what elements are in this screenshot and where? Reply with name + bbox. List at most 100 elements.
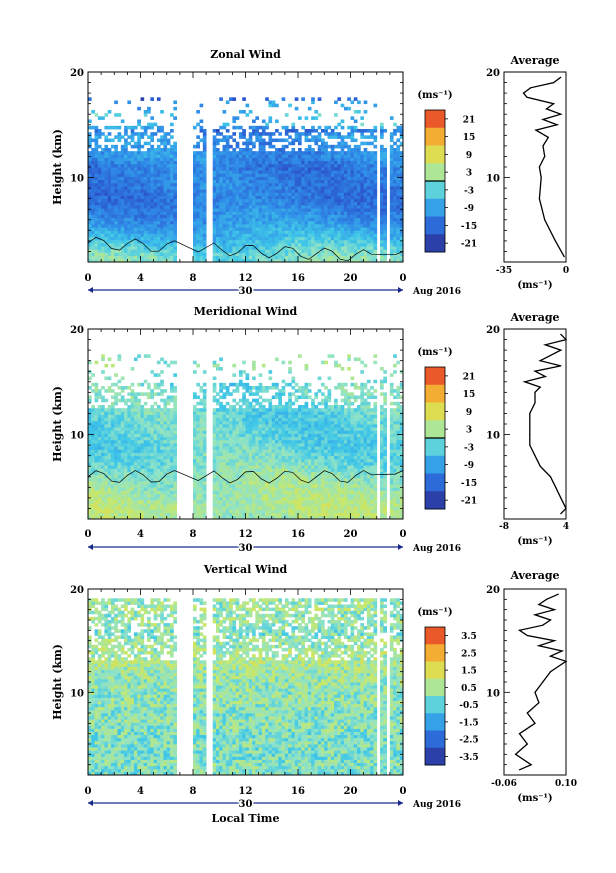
heatmap-cell: [324, 224, 328, 228]
heatmap-cell: [143, 132, 148, 136]
heatmap-cell: [114, 224, 118, 228]
heatmap-cell: [120, 233, 125, 238]
heatmap-cell: [170, 157, 174, 162]
heatmap-cell: [370, 201, 374, 206]
heatmap-cell: [219, 176, 223, 181]
heatmap-cell: [163, 255, 168, 260]
heatmap-cell: [150, 370, 155, 374]
heatmap-cell: [94, 458, 99, 463]
heatmap-cell: [235, 186, 240, 190]
heatmap-cell: [88, 503, 92, 507]
heatmap-cell: [160, 233, 164, 238]
heatmap-cell: [120, 236, 125, 241]
heatmap-cell: [350, 217, 355, 222]
heatmap-cell: [150, 258, 155, 263]
heatmap-cell: [199, 239, 204, 244]
heatmap-cell: [248, 189, 253, 193]
heatmap-cell: [147, 151, 151, 155]
heatmap-cell: [143, 205, 148, 209]
heatmap-cell: [97, 484, 102, 488]
heatmap-cell: [265, 192, 269, 196]
heatmap-cell: [258, 220, 263, 225]
heatmap-cell: [202, 512, 207, 517]
heatmap-cell: [137, 420, 141, 425]
heatmap-cell: [307, 176, 312, 181]
heatmap-cell: [117, 243, 122, 247]
heatmap-cell: [281, 160, 286, 165]
heatmap-cell: [124, 503, 128, 507]
heatmap-cell: [150, 195, 155, 200]
heatmap-cell: [91, 481, 95, 485]
heatmap-cell: [140, 208, 145, 212]
heatmap-cell: [133, 477, 138, 482]
heatmap-cell: [133, 484, 138, 488]
heatmap-cell: [245, 186, 250, 190]
heatmap-cell: [104, 443, 109, 447]
heatmap-cell: [350, 163, 355, 168]
heatmap-cell: [193, 484, 197, 488]
heatmap-cell: [317, 163, 322, 168]
heatmap-cell: [307, 179, 312, 184]
heatmap-cell: [311, 220, 315, 225]
heatmap-cell: [284, 211, 289, 215]
heatmap-cell: [143, 201, 148, 206]
heatmap-cell: [320, 243, 325, 247]
heatmap-cell: [110, 157, 115, 162]
heatmap-cell: [137, 477, 141, 482]
heatmap-cell: [357, 211, 361, 215]
heatmap-cell: [307, 224, 312, 228]
heatmap-cell: [140, 230, 145, 234]
heatmap-cell: [281, 220, 286, 225]
heatmap-cell: [163, 424, 168, 428]
heatmap-cell: [153, 408, 158, 412]
heatmap-cell: [248, 132, 253, 136]
heatmap-cell: [88, 360, 92, 365]
heatmap-cell: [370, 135, 374, 139]
heatmap-cell: [173, 249, 177, 253]
heatmap-cell: [235, 176, 240, 181]
heatmap-cell: [160, 179, 164, 184]
heatmap-cell: [153, 148, 158, 152]
heatmap-cell: [311, 233, 315, 238]
heatmap-cell: [298, 243, 302, 247]
heatmap-cell: [137, 484, 141, 488]
heatmap-cell: [238, 135, 243, 139]
heatmap-cell: [219, 205, 223, 209]
heatmap-cell: [107, 160, 112, 165]
heatmap-cell: [101, 506, 105, 510]
heatmap-cell: [258, 246, 263, 250]
heatmap-cell: [114, 452, 118, 457]
heatmap-cell: [370, 224, 374, 228]
heatmap-cell: [347, 186, 351, 190]
heatmap-cell: [94, 217, 99, 222]
heatmap-cell: [255, 224, 260, 228]
heatmap-cell: [143, 151, 148, 155]
heatmap-cell: [268, 170, 273, 174]
heatmap-cell: [219, 195, 223, 200]
heatmap-cell: [130, 246, 135, 250]
heatmap-cell: [147, 230, 151, 234]
heatmap-cell: [373, 198, 378, 203]
heatmap-cell: [127, 157, 132, 162]
heatmap-cell: [163, 436, 168, 441]
heatmap-cell: [166, 138, 171, 143]
heatmap-cell: [350, 138, 355, 143]
heatmap-cell: [124, 452, 128, 457]
date-bar-arrow-left: [88, 287, 93, 293]
heatmap-cell: [101, 370, 105, 374]
heatmap-cell: [153, 430, 158, 434]
heatmap-cell: [389, 157, 394, 162]
heatmap-cell: [393, 239, 397, 244]
heatmap-cell: [170, 439, 174, 444]
heatmap-cell: [120, 157, 125, 162]
heatmap-cell: [370, 258, 374, 263]
heatmap-cell: [383, 154, 387, 158]
heatmap-cell: [337, 246, 342, 250]
heatmap-cell: [281, 230, 286, 234]
heatmap-cell: [383, 258, 387, 263]
heatmap-cell: [389, 189, 394, 193]
heatmap-cell: [212, 477, 217, 482]
heatmap-cell: [350, 195, 355, 200]
heatmap-cell: [143, 427, 148, 431]
heatmap-cell: [130, 173, 135, 177]
